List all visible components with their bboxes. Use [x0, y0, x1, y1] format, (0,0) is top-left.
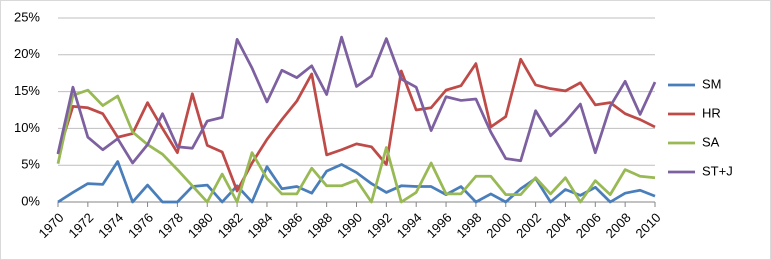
- legend-label: SA: [702, 134, 720, 149]
- y-tick-label: 0%: [21, 193, 40, 208]
- y-tick-label: 20%: [14, 46, 40, 61]
- legend-label: SM: [702, 76, 722, 91]
- y-tick-label: 5%: [21, 157, 40, 172]
- y-tick-label: 25%: [14, 9, 40, 24]
- series-line: [57, 160, 656, 204]
- y-tick-label: 10%: [14, 120, 40, 135]
- series-line: [56, 57, 656, 193]
- series-line: [56, 35, 657, 165]
- y-tick-label: 15%: [14, 83, 40, 98]
- legend-label: ST+J: [702, 163, 733, 178]
- series-line: [56, 88, 656, 204]
- legend-label: HR: [702, 105, 721, 120]
